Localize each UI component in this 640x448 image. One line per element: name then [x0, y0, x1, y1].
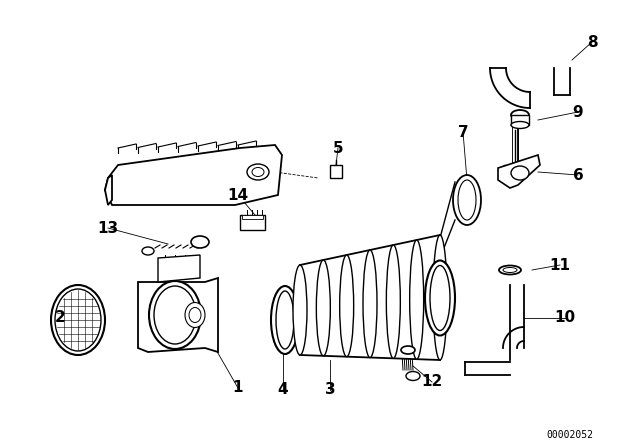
- Ellipse shape: [410, 240, 424, 359]
- Ellipse shape: [185, 302, 205, 327]
- Ellipse shape: [276, 291, 294, 349]
- Text: 10: 10: [554, 310, 575, 326]
- Ellipse shape: [401, 346, 415, 354]
- Ellipse shape: [387, 245, 401, 358]
- Ellipse shape: [433, 235, 447, 360]
- Polygon shape: [105, 145, 282, 205]
- Polygon shape: [138, 278, 218, 352]
- Ellipse shape: [316, 260, 330, 356]
- Polygon shape: [158, 255, 200, 282]
- Text: 9: 9: [573, 104, 583, 120]
- Ellipse shape: [511, 110, 529, 120]
- Text: 3: 3: [324, 383, 335, 397]
- Text: 14: 14: [227, 188, 248, 202]
- Polygon shape: [330, 165, 342, 178]
- Text: 4: 4: [278, 383, 288, 397]
- Text: 1: 1: [233, 380, 243, 396]
- Text: 13: 13: [97, 220, 118, 236]
- Ellipse shape: [247, 164, 269, 180]
- Ellipse shape: [406, 371, 420, 380]
- Text: 5: 5: [333, 141, 343, 155]
- Text: 12: 12: [421, 375, 443, 389]
- Polygon shape: [498, 155, 540, 188]
- Ellipse shape: [51, 285, 105, 355]
- Ellipse shape: [363, 250, 377, 358]
- Text: 8: 8: [587, 34, 597, 49]
- Ellipse shape: [149, 281, 201, 349]
- Ellipse shape: [340, 255, 354, 357]
- Ellipse shape: [499, 266, 521, 275]
- Ellipse shape: [511, 166, 529, 180]
- Polygon shape: [105, 175, 112, 205]
- Ellipse shape: [142, 247, 154, 255]
- Text: 00002052: 00002052: [547, 430, 593, 440]
- Ellipse shape: [511, 121, 529, 129]
- Polygon shape: [300, 235, 440, 360]
- Ellipse shape: [191, 236, 209, 248]
- Ellipse shape: [503, 267, 517, 272]
- Text: 7: 7: [458, 125, 468, 139]
- Ellipse shape: [271, 286, 299, 354]
- Ellipse shape: [453, 175, 481, 225]
- Text: 2: 2: [54, 310, 65, 326]
- Text: 6: 6: [573, 168, 584, 182]
- Ellipse shape: [252, 168, 264, 177]
- Polygon shape: [242, 215, 263, 219]
- Ellipse shape: [430, 266, 450, 331]
- Ellipse shape: [458, 180, 476, 220]
- Ellipse shape: [425, 260, 455, 336]
- Polygon shape: [240, 215, 265, 230]
- Text: 11: 11: [550, 258, 570, 272]
- Ellipse shape: [189, 307, 201, 323]
- Ellipse shape: [293, 265, 307, 355]
- Ellipse shape: [154, 286, 196, 344]
- Polygon shape: [511, 115, 529, 125]
- Ellipse shape: [55, 289, 101, 351]
